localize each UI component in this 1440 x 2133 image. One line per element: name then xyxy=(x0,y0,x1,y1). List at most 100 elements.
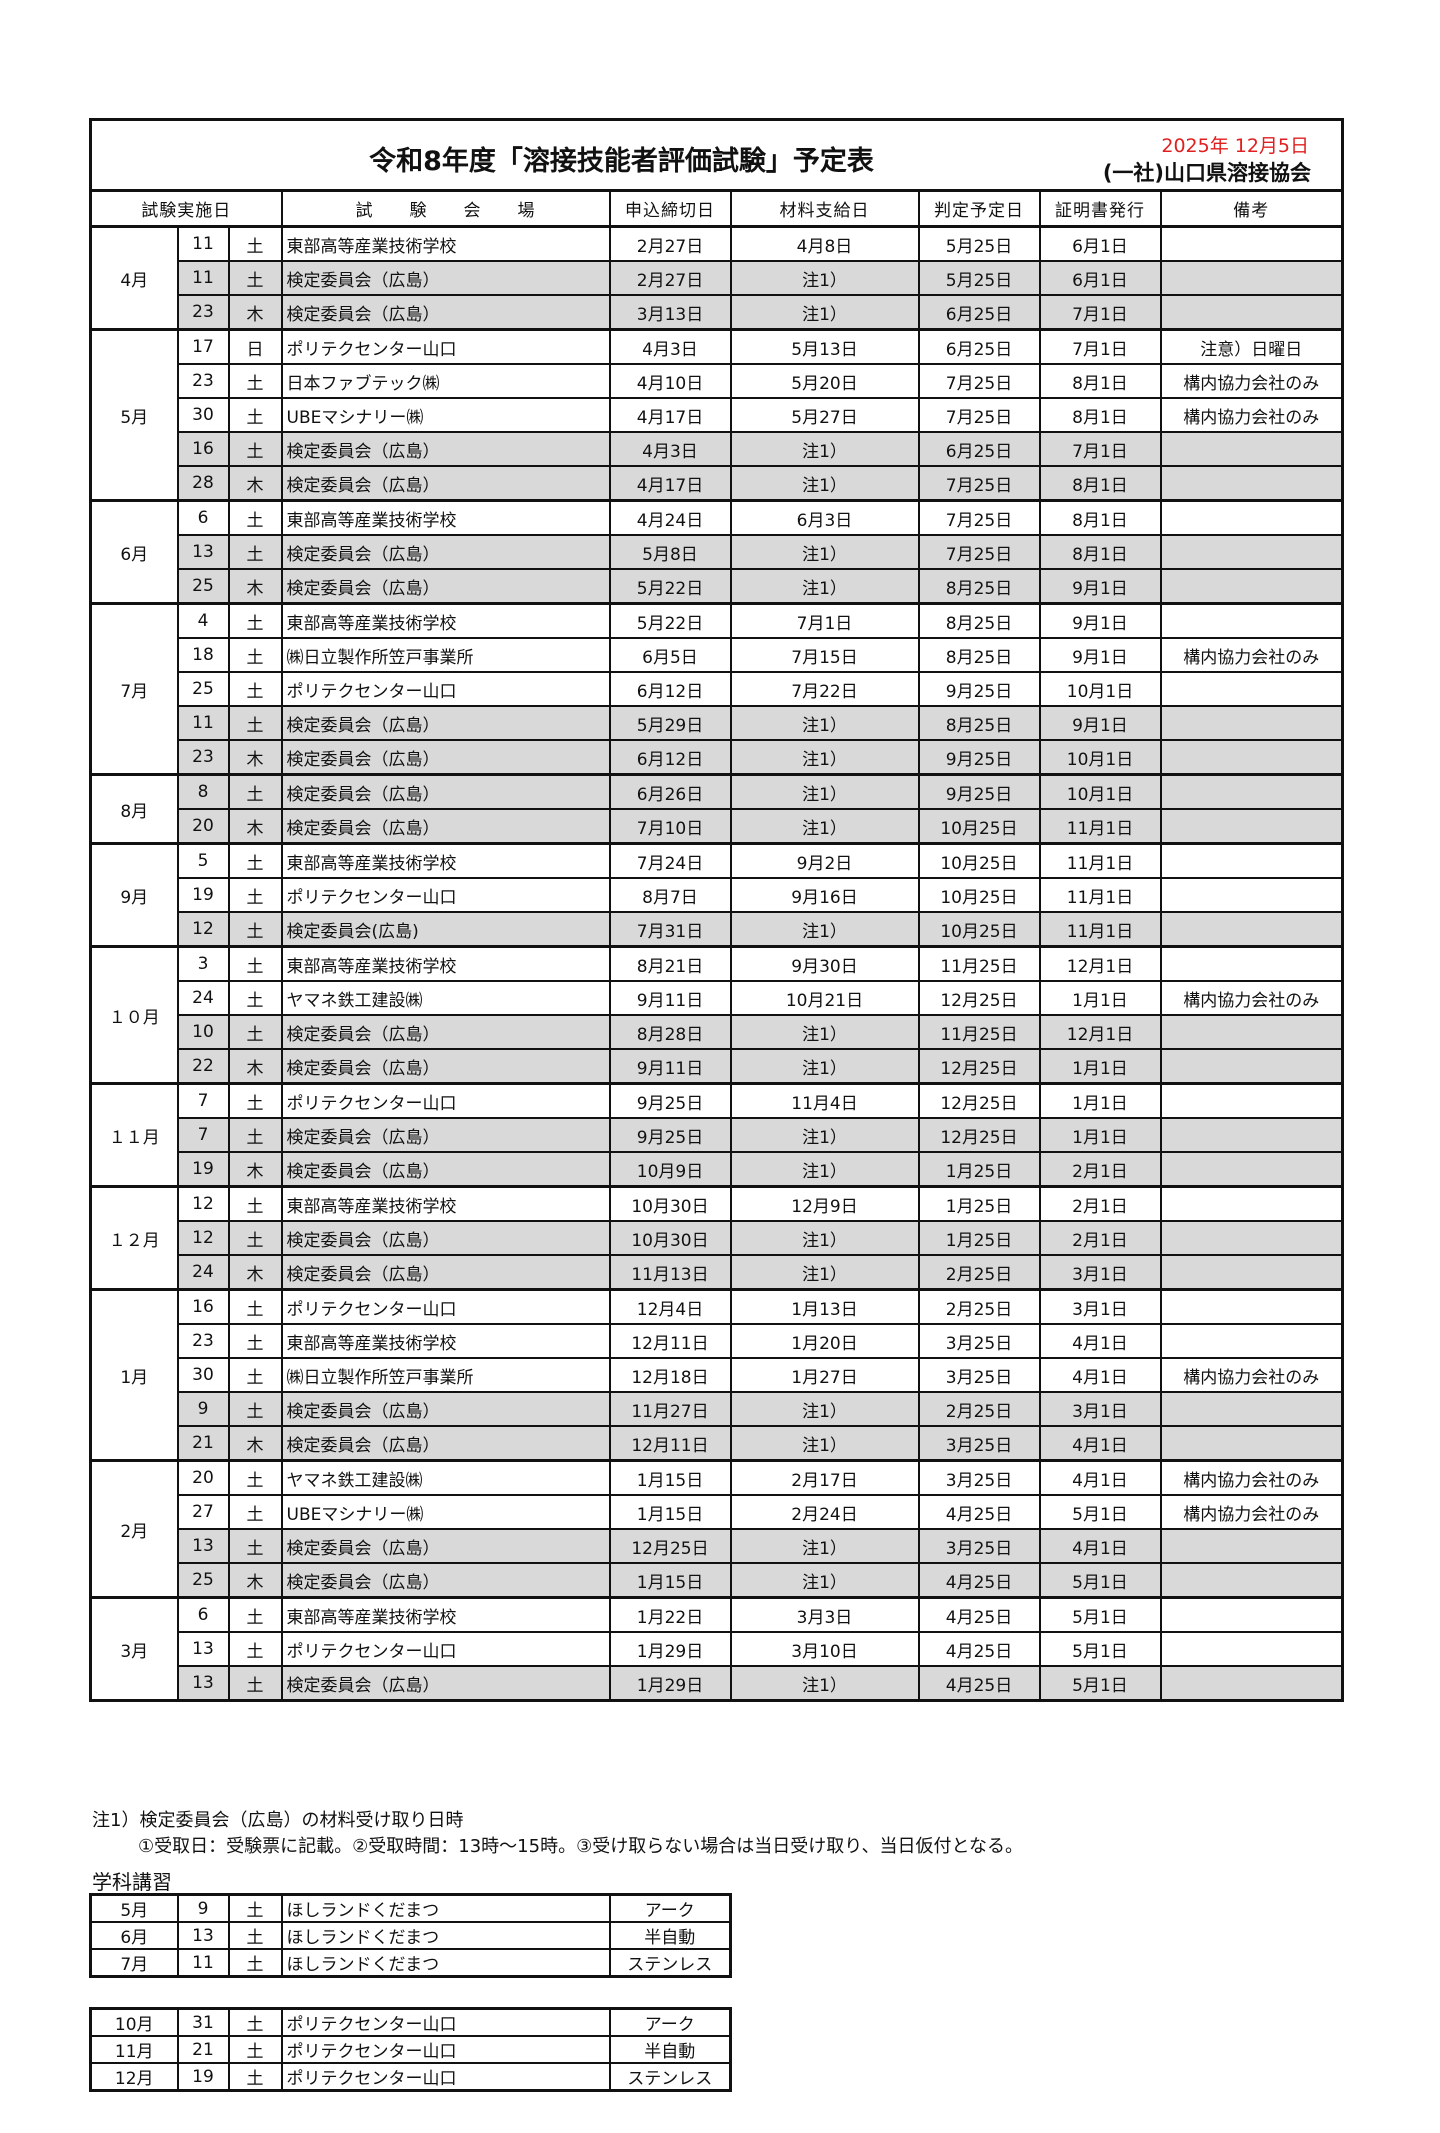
lecture-table-1: 5月 9 土ほしランドくだまつ アーク 6月 13 土ほしランドくだまつ 半自動 7月 11 土ほし… xyxy=(89,1893,732,1978)
weekday-cell: 土 xyxy=(227,1220,283,1256)
deadline-cell: 2月27日 xyxy=(608,260,732,296)
table-row: 19 土ポリテクセンター山口 8月7日 9月16日 10月25日 11月1日 xyxy=(91,877,1344,913)
remarks-cell: 構内協力会社のみ xyxy=(1159,1494,1344,1530)
col-venue: 試 験 会 場 xyxy=(280,189,611,228)
note-line-2: ①受取日：受験票に記載。②受取時間：13時～15時。③受け取らない場合は当日受け… xyxy=(138,1836,1023,1857)
remarks-cell xyxy=(1159,705,1344,741)
venue-cell: 検定委員会（広島） xyxy=(280,260,611,296)
lecture-row: 6月 13 土ほしランドくだまつ 半自動 xyxy=(89,1921,732,1950)
judgment-cell: 8月25日 xyxy=(917,637,1041,673)
venue-cell: 東部高等産業技術学校 xyxy=(280,1323,611,1359)
day-cell: 25 xyxy=(176,671,230,707)
lecture-venue: ポリテクセンター山口 xyxy=(280,2035,611,2064)
judgment-cell: 2月25日 xyxy=(917,1288,1041,1325)
deadline-cell: 4月24日 xyxy=(608,499,732,536)
day-cell: 11 xyxy=(176,225,230,262)
day-cell: 3 xyxy=(176,945,230,982)
certificate-cell: 8月1日 xyxy=(1038,465,1162,502)
judgment-cell: 4月25日 xyxy=(917,1562,1041,1599)
certificate-cell: 6月1日 xyxy=(1038,225,1162,262)
remarks-cell xyxy=(1159,568,1344,605)
month-cell: 1月 xyxy=(89,1288,179,1462)
certificate-cell: 1月1日 xyxy=(1038,1082,1162,1119)
remarks-cell xyxy=(1159,1562,1344,1599)
venue-cell: 検定委員会（広島） xyxy=(280,705,611,741)
weekday-cell: 土 xyxy=(227,671,283,707)
venue-cell: 東部高等産業技術学校 xyxy=(280,225,611,262)
weekday-cell: 土 xyxy=(227,980,283,1016)
remarks-cell: 構内協力会社のみ xyxy=(1159,1357,1344,1393)
venue-cell: 東部高等産業技術学校 xyxy=(280,499,611,536)
lecture-title: 学科講習 xyxy=(92,1870,172,1894)
remarks-cell xyxy=(1159,1665,1344,1702)
deadline-cell: 4月17日 xyxy=(608,465,732,502)
deadline-cell: 7月24日 xyxy=(608,842,732,879)
certificate-cell: 12月1日 xyxy=(1038,1014,1162,1050)
deadline-cell: 7月31日 xyxy=(608,911,732,948)
venue-cell: 検定委員会（広島） xyxy=(280,534,611,570)
col-judgment: 判定予定日 xyxy=(917,189,1041,228)
venue-cell: ポリテクセンター山口 xyxy=(280,1288,611,1325)
remarks-cell: 構内協力会社のみ xyxy=(1159,637,1344,673)
day-cell: 13 xyxy=(176,1528,230,1564)
lecture-type: ステンレス xyxy=(608,2062,732,2092)
month-cell: 7月 xyxy=(89,602,179,776)
venue-cell: ヤマネ鉄工建設㈱ xyxy=(280,980,611,1016)
judgment-cell: 2月25日 xyxy=(917,1254,1041,1291)
material-cell: 7月15日 xyxy=(729,637,920,673)
lecture-month: 5月 xyxy=(89,1893,179,1923)
deadline-cell: 1月15日 xyxy=(608,1494,732,1530)
material-cell: 注1） xyxy=(729,294,920,331)
table-row: 12 土検定委員会(広島) 7月31日 注1） 10月25日 11月1日 xyxy=(91,911,1344,948)
certificate-cell: 11月1日 xyxy=(1038,842,1162,879)
remarks-cell: 注意）日曜日 xyxy=(1159,328,1344,365)
table-row: 28 木検定委員会（広島） 4月17日 注1） 7月25日 8月1日 xyxy=(91,465,1344,502)
venue-cell: 検定委員会（広島） xyxy=(280,1048,611,1085)
weekday-cell: 木 xyxy=(227,1425,283,1462)
day-cell: 27 xyxy=(176,1494,230,1530)
weekday-cell: 土 xyxy=(227,1528,283,1564)
certificate-cell: 4月1日 xyxy=(1038,1528,1162,1564)
remarks-cell xyxy=(1159,671,1344,707)
certificate-cell: 4月1日 xyxy=(1038,1323,1162,1359)
lecture-row: 12月 19 土ポリテクセンター山口 ステンレス xyxy=(89,2062,732,2092)
certificate-cell: 9月1日 xyxy=(1038,705,1162,741)
material-cell: 5月27日 xyxy=(729,397,920,433)
remarks-cell xyxy=(1159,1014,1344,1050)
deadline-cell: 9月25日 xyxy=(608,1082,732,1119)
venue-cell: ㈱日立製作所笠戸事業所 xyxy=(280,637,611,673)
deadline-cell: 8月28日 xyxy=(608,1014,732,1050)
material-cell: 注1） xyxy=(729,1220,920,1256)
certificate-cell: 2月1日 xyxy=(1038,1220,1162,1256)
material-cell: 注1） xyxy=(729,1048,920,1085)
table-row: 23 木検定委員会（広島） 6月12日 注1） 9月25日 10月1日 xyxy=(91,739,1344,776)
month-cell: 9月 xyxy=(89,842,179,948)
judgment-cell: 3月25日 xyxy=(917,1425,1041,1462)
weekday-cell: 土 xyxy=(227,773,283,810)
material-cell: 注1） xyxy=(729,1562,920,1599)
lecture-venue: ほしランドくだまつ xyxy=(280,1921,611,1950)
table-row: 18 土㈱日立製作所笠戸事業所 6月5日 7月15日 8月25日 9月1日 構内協力会社のみ xyxy=(91,637,1344,673)
month-cell: 3月 xyxy=(89,1596,179,1702)
lecture-month: 7月 xyxy=(89,1948,179,1978)
deadline-cell: 12月11日 xyxy=(608,1323,732,1359)
deadline-cell: 2月27日 xyxy=(608,225,732,262)
remarks-cell xyxy=(1159,1220,1344,1256)
weekday-cell: 土 xyxy=(227,1494,283,1530)
judgment-cell: 10月25日 xyxy=(917,842,1041,879)
weekday-cell: 土 xyxy=(227,431,283,467)
weekday-cell: 土 xyxy=(227,499,283,536)
col-material: 材料支給日 xyxy=(729,189,920,228)
judgment-cell: 6月25日 xyxy=(917,431,1041,467)
venue-cell: ポリテクセンター山口 xyxy=(280,671,611,707)
lecture-weekday: 土 xyxy=(227,1948,283,1978)
judgment-cell: 3月25日 xyxy=(917,1459,1041,1496)
lecture-type: アーク xyxy=(608,2007,732,2037)
certificate-cell: 2月1日 xyxy=(1038,1185,1162,1222)
certificate-cell: 11月1日 xyxy=(1038,877,1162,913)
lecture-weekday: 土 xyxy=(227,2035,283,2064)
venue-cell: 検定委員会（広島） xyxy=(280,739,611,776)
certificate-cell: 11月1日 xyxy=(1038,808,1162,845)
weekday-cell: 土 xyxy=(227,1665,283,1702)
deadline-cell: 5月22日 xyxy=(608,568,732,605)
